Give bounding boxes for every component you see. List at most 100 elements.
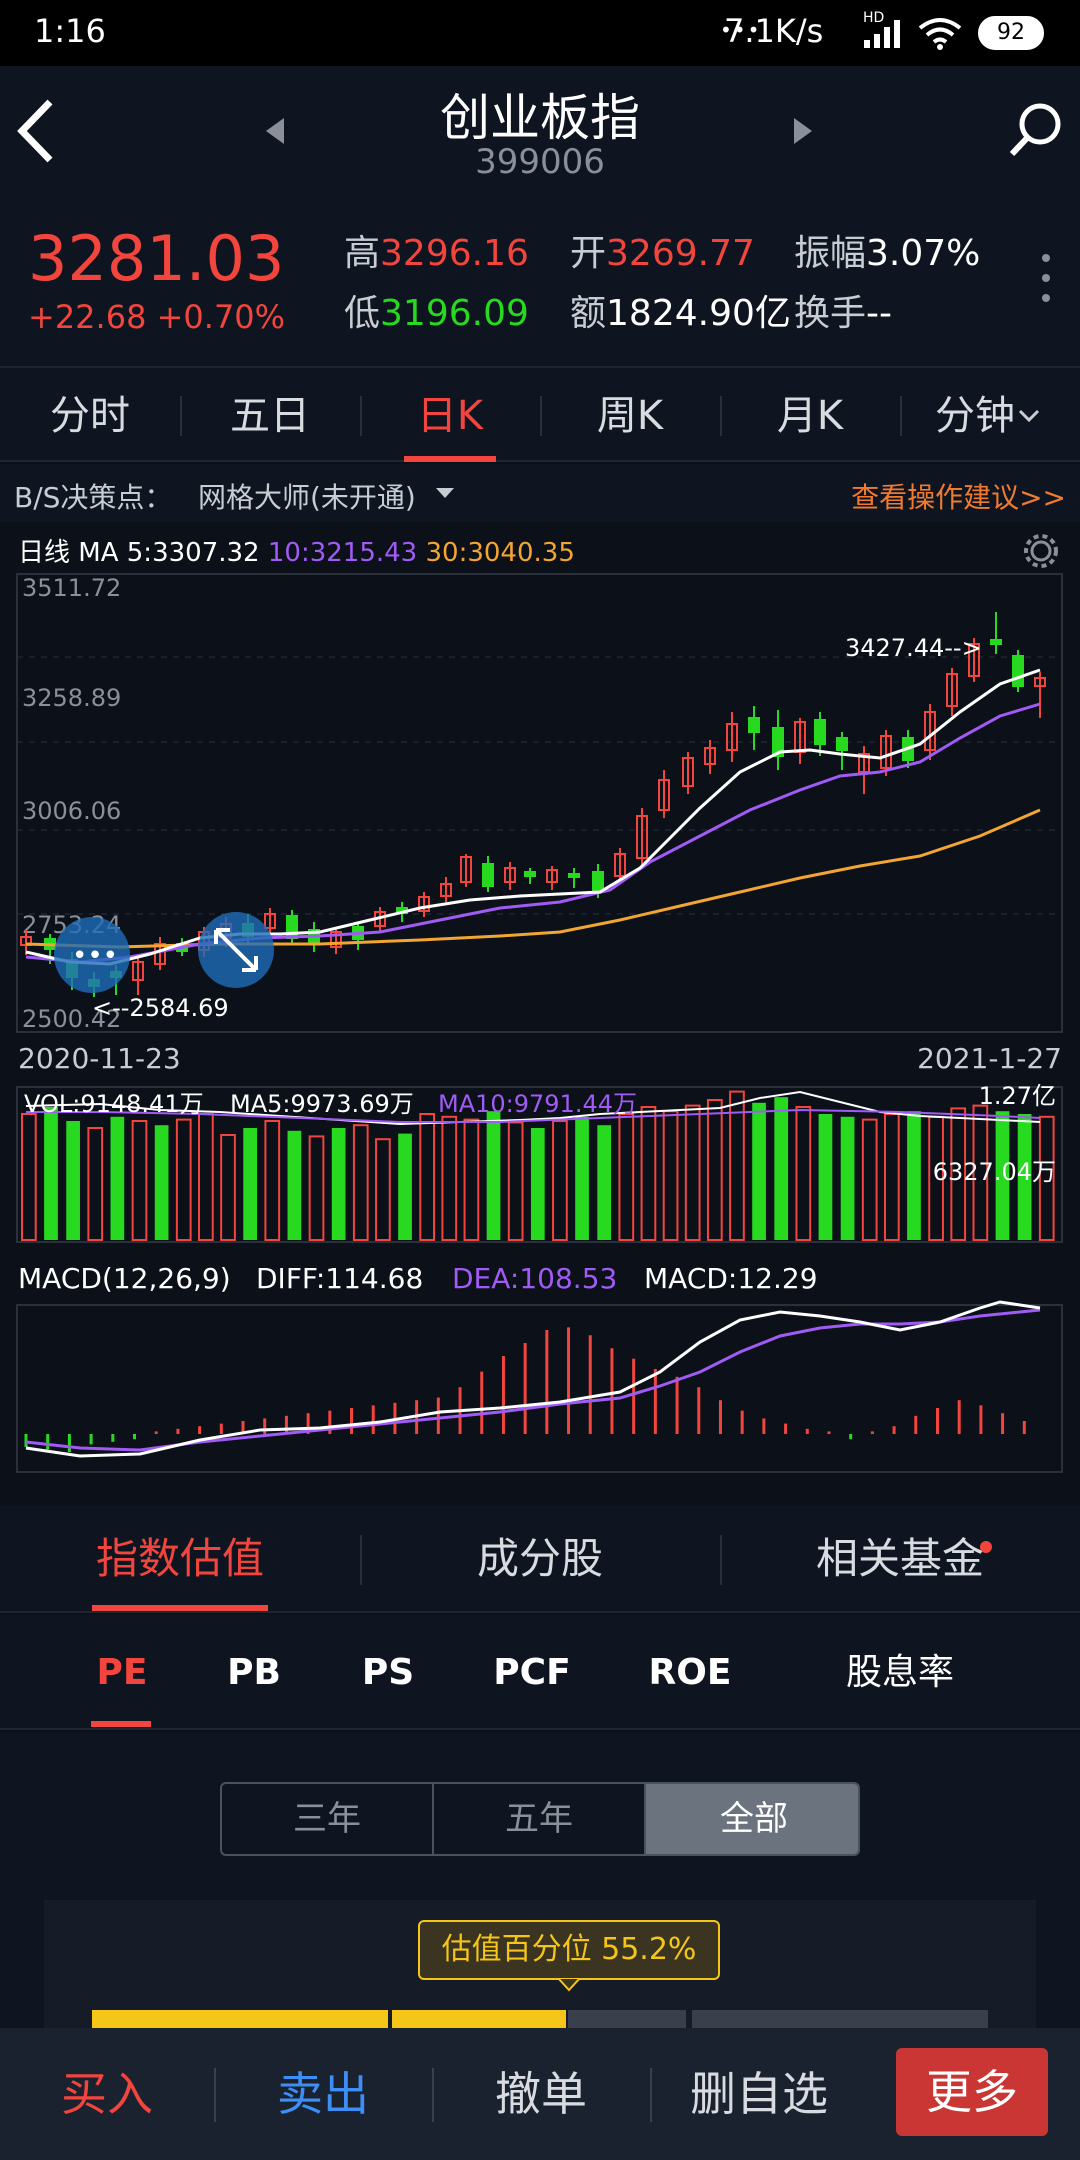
candle <box>418 892 430 917</box>
candle <box>330 927 342 954</box>
ma30-value: 30:3040.35 <box>425 538 575 568</box>
quote-header: 创业板指 399006 3281.03 +22.68 +0.70% 高3296.… <box>0 66 1080 366</box>
macd-frame <box>16 1304 1063 1473</box>
buy-button[interactable]: 买入 <box>61 2067 153 2121</box>
volume-bar <box>706 1099 723 1241</box>
percentile-bar-segment <box>692 2010 988 2030</box>
tab-five-day[interactable]: 五日 <box>230 393 310 439</box>
candle <box>748 706 760 750</box>
next-stock-icon[interactable] <box>790 114 816 148</box>
low-stat: 低3196.09 <box>344 284 529 336</box>
tab-monthly-k[interactable]: 月K <box>776 393 844 439</box>
candle <box>568 868 580 888</box>
advice-link[interactable]: 查看操作建议>> <box>851 481 1066 514</box>
ma-legend: 日线 MA 5:3307.32 10:3215.43 30:3040.35 <box>18 532 575 569</box>
candle <box>286 910 298 944</box>
candle <box>154 937 166 970</box>
tab-pb[interactable]: PB <box>227 1652 281 1693</box>
tab-roe[interactable]: ROE <box>648 1652 732 1693</box>
tab-daily-k[interactable]: 日K <box>416 393 484 439</box>
volume-bar <box>486 1111 501 1240</box>
y-tick-label: 3258.89 <box>22 684 121 712</box>
vol-ma5-line <box>25 1090 1041 1126</box>
tab-constituents[interactable]: 成分股 <box>476 1534 603 1583</box>
back-arrow-icon[interactable] <box>14 96 58 166</box>
tab-divider <box>360 396 362 436</box>
volume-bar <box>175 1118 192 1241</box>
candle <box>614 848 626 882</box>
volume-bar <box>375 1138 391 1242</box>
amount-label: 额 <box>570 293 607 334</box>
ma30-line <box>25 808 1041 949</box>
tab-dividend-yield[interactable]: 股息率 <box>845 1652 954 1693</box>
kline-frame <box>16 573 1063 1033</box>
gear-icon[interactable] <box>1022 532 1060 570</box>
candle <box>264 908 276 934</box>
percentile-bar-segment <box>92 2010 388 2030</box>
expand-icon <box>214 928 258 972</box>
status-time: 1:16 <box>34 12 106 50</box>
tab-pe[interactable]: PE <box>96 1652 148 1693</box>
tab-intraday[interactable]: 分时 <box>50 393 130 439</box>
volume-bar <box>662 1110 679 1242</box>
range-five-years[interactable]: 五年 <box>434 1784 646 1854</box>
volume-bar <box>66 1121 80 1240</box>
volume-bar <box>907 1111 921 1240</box>
range-segmented-control: 三年 五年 全部 <box>220 1782 860 1856</box>
volume-bar <box>352 1124 369 1242</box>
amp-label: 振幅 <box>794 233 867 274</box>
tab-related-funds[interactable]: 相关基金 <box>815 1534 984 1583</box>
y-tick-label: 2500.42 <box>22 1005 121 1033</box>
cancel-order-button[interactable]: 撤单 <box>495 2067 587 2121</box>
turnover-label: 换手 <box>794 293 867 334</box>
more-vertical-icon[interactable] <box>1036 250 1056 310</box>
candle <box>546 866 558 890</box>
diff-line <box>25 1300 1041 1458</box>
search-icon[interactable] <box>1006 100 1066 160</box>
volume-bar <box>530 1128 545 1240</box>
tab-index-valuation[interactable]: 指数估值 <box>95 1534 264 1583</box>
prev-stock-icon[interactable] <box>262 114 288 148</box>
candle <box>132 957 144 995</box>
tab-pcf[interactable]: PCF <box>493 1652 571 1693</box>
tab-minute[interactable]: 分钟 <box>935 393 1015 439</box>
tab-ps[interactable]: PS <box>361 1652 415 1693</box>
more-circle-button[interactable] <box>54 917 130 993</box>
volume-bar <box>729 1090 745 1241</box>
volume-bar <box>861 1118 878 1241</box>
volume-bar <box>198 1113 214 1241</box>
tab-divider <box>720 396 722 436</box>
range-all[interactable]: 全部 <box>646 1784 858 1854</box>
grid-master-select[interactable]: 网格大师(未开通) <box>198 481 416 514</box>
range-three-years[interactable]: 三年 <box>222 1784 434 1854</box>
tab-divider <box>180 396 182 436</box>
candle <box>772 710 784 770</box>
valuation-tab-indicator <box>92 1605 268 1611</box>
candle <box>482 856 494 892</box>
bottom-action-bar: 买入 卖出 撤单 删自选 更多 <box>0 2028 1080 2160</box>
volume-bar <box>552 1120 568 1241</box>
period-tabs: 分时 五日 日K 周K 月K 分钟 <box>0 366 1080 462</box>
volume-bar <box>883 1113 900 1241</box>
volume-bar <box>110 1116 125 1240</box>
badge-pointer-icon <box>556 1978 582 1992</box>
more-button[interactable]: 更多 <box>896 2048 1048 2136</box>
percentile-bar-segment <box>392 2010 566 2030</box>
volume-bar <box>441 1115 458 1241</box>
dropdown-arrow-icon[interactable] <box>434 486 456 500</box>
open-label: 开 <box>570 233 607 274</box>
dea-line <box>25 1308 1041 1452</box>
chevron-down-icon[interactable] <box>1018 408 1040 424</box>
volume-bar <box>972 1104 989 1241</box>
ma5-line <box>25 668 1041 966</box>
metric-tab-indicator <box>91 1721 151 1727</box>
remove-watchlist-button[interactable]: 删自选 <box>690 2067 828 2121</box>
amplitude-stat: 振幅3.07% <box>794 224 980 276</box>
volume-bar <box>1038 1115 1055 1241</box>
tab-weekly-k[interactable]: 周K <box>596 393 664 439</box>
valuation-tabs: 指数估值 成分股 相关基金 <box>0 1505 1080 1613</box>
volume-bar <box>995 1111 1010 1240</box>
action-divider <box>432 2068 434 2122</box>
volume-bar <box>463 1118 480 1241</box>
sell-button[interactable]: 卖出 <box>277 2067 369 2121</box>
